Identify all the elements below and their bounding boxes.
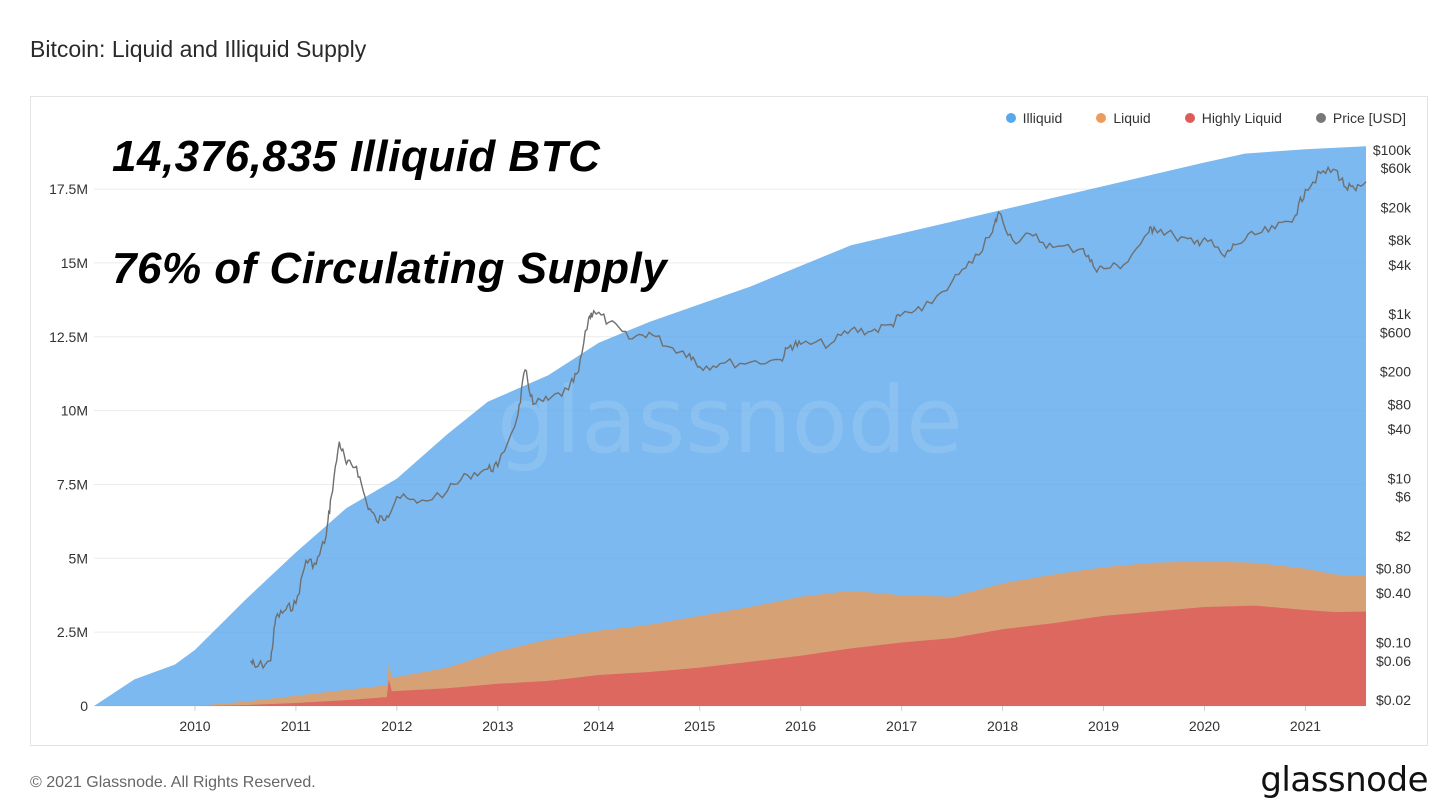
legend-item-illiquid[interactable]: Illiquid xyxy=(1005,110,1063,126)
y-right-tick-label: $80 xyxy=(1388,396,1412,412)
y-right-tick-label: $100k xyxy=(1373,142,1412,158)
left-axis: 0 2.5M 5M 7.5M 10M 12.5M 15M 17.5M xyxy=(49,181,88,714)
y-left-tick-label: 12.5M xyxy=(49,329,88,345)
legend-label: Highly Liquid xyxy=(1201,110,1282,126)
y-right-tick-label: $2 xyxy=(1395,528,1411,544)
glassnode-logo[interactable]: glassnode xyxy=(1260,760,1428,800)
y-right-tick-label: $20k xyxy=(1381,199,1412,215)
x-tick-label: 2016 xyxy=(785,718,816,734)
x-tick-label: 2015 xyxy=(684,718,715,734)
area-highly-liquid xyxy=(94,605,1366,706)
y-right-tick-label: $0.10 xyxy=(1376,635,1411,651)
y-right-tick-label: $0.02 xyxy=(1376,692,1411,708)
y-left-tick-label: 10M xyxy=(61,403,88,419)
x-tick-label: 2018 xyxy=(987,718,1018,734)
area-illiquid xyxy=(94,146,1366,706)
y-left-tick-label: 0 xyxy=(80,698,88,714)
x-tick-label: 2019 xyxy=(1088,718,1119,734)
y-left-tick-label: 5M xyxy=(69,550,88,566)
x-tick-label: 2013 xyxy=(482,718,513,734)
legend-item-liquid[interactable]: Liquid xyxy=(1096,110,1151,126)
y-right-tick-label: $4k xyxy=(1388,257,1412,273)
x-axis: 2010 2011 2012 2013 2014 2015 2016 2017 2018 2019… xyxy=(179,706,1321,734)
x-tick-label: 2017 xyxy=(886,718,917,734)
legend-dot-icon xyxy=(1005,113,1016,123)
y-right-tick-label: $40 xyxy=(1388,421,1412,437)
legend-dot-icon xyxy=(1184,113,1195,123)
y-right-tick-label: $0.40 xyxy=(1376,585,1411,601)
watermark-text: glassnode xyxy=(497,367,963,474)
y-right-tick-label: $60k xyxy=(1381,160,1412,176)
illiquid-btc-headline: 14,376,835 Illiquid BTC xyxy=(112,132,601,181)
x-tick-label: 2020 xyxy=(1189,718,1220,734)
x-tick-label: 2014 xyxy=(583,718,614,734)
y-right-tick-label: $6 xyxy=(1395,489,1411,505)
y-right-tick-label: $10 xyxy=(1388,470,1412,486)
right-axis: $0.02 $0.06 $0.10 $0.40 $0.80 $2 $6 $10 $40 $80 $2… xyxy=(1373,142,1412,708)
y-right-tick-label: $1k xyxy=(1388,306,1412,322)
legend-item-highly-liquid[interactable]: Highly Liquid xyxy=(1184,110,1282,126)
copyright-text: © 2021 Glassnode. All Rights Reserved. xyxy=(30,774,316,791)
legend-label: Liquid xyxy=(1113,110,1151,126)
price-line xyxy=(249,165,1367,670)
legend-dot-icon xyxy=(1315,113,1326,123)
y-right-tick-label: $8k xyxy=(1388,232,1412,248)
chart-frame xyxy=(30,96,1428,746)
circulating-supply-headline: 76% of Circulating Supply xyxy=(112,244,668,293)
legend-dot-icon xyxy=(1096,113,1107,123)
x-tick-label: 2010 xyxy=(179,718,210,734)
price-series xyxy=(249,165,1367,670)
x-tick-label: 2012 xyxy=(381,718,412,734)
y-left-tick-label: 15M xyxy=(61,255,88,271)
legend-label: Price [USD] xyxy=(1332,110,1406,126)
y-left-tick-label: 7.5M xyxy=(57,476,88,492)
page-title: Bitcoin: Liquid and Illiquid Supply xyxy=(30,36,367,62)
y-right-tick-label: $200 xyxy=(1380,364,1411,380)
legend-item-price-usd[interactable]: Price [USD] xyxy=(1315,110,1406,126)
y-left-tick-label: 2.5M xyxy=(57,624,88,640)
area-series xyxy=(94,146,1366,706)
y-right-tick-label: $600 xyxy=(1380,324,1411,340)
x-tick-label: 2011 xyxy=(281,718,311,734)
x-tick-label: 2021 xyxy=(1290,718,1321,734)
legend-label: Illiquid xyxy=(1022,110,1063,126)
y-right-tick-label: $0.06 xyxy=(1376,653,1411,669)
y-right-tick-label: $0.80 xyxy=(1376,560,1411,576)
legend: Illiquid Liquid Highly Liquid Price [USD] xyxy=(1005,110,1406,126)
y-left-tick-label: 17.5M xyxy=(49,181,88,197)
